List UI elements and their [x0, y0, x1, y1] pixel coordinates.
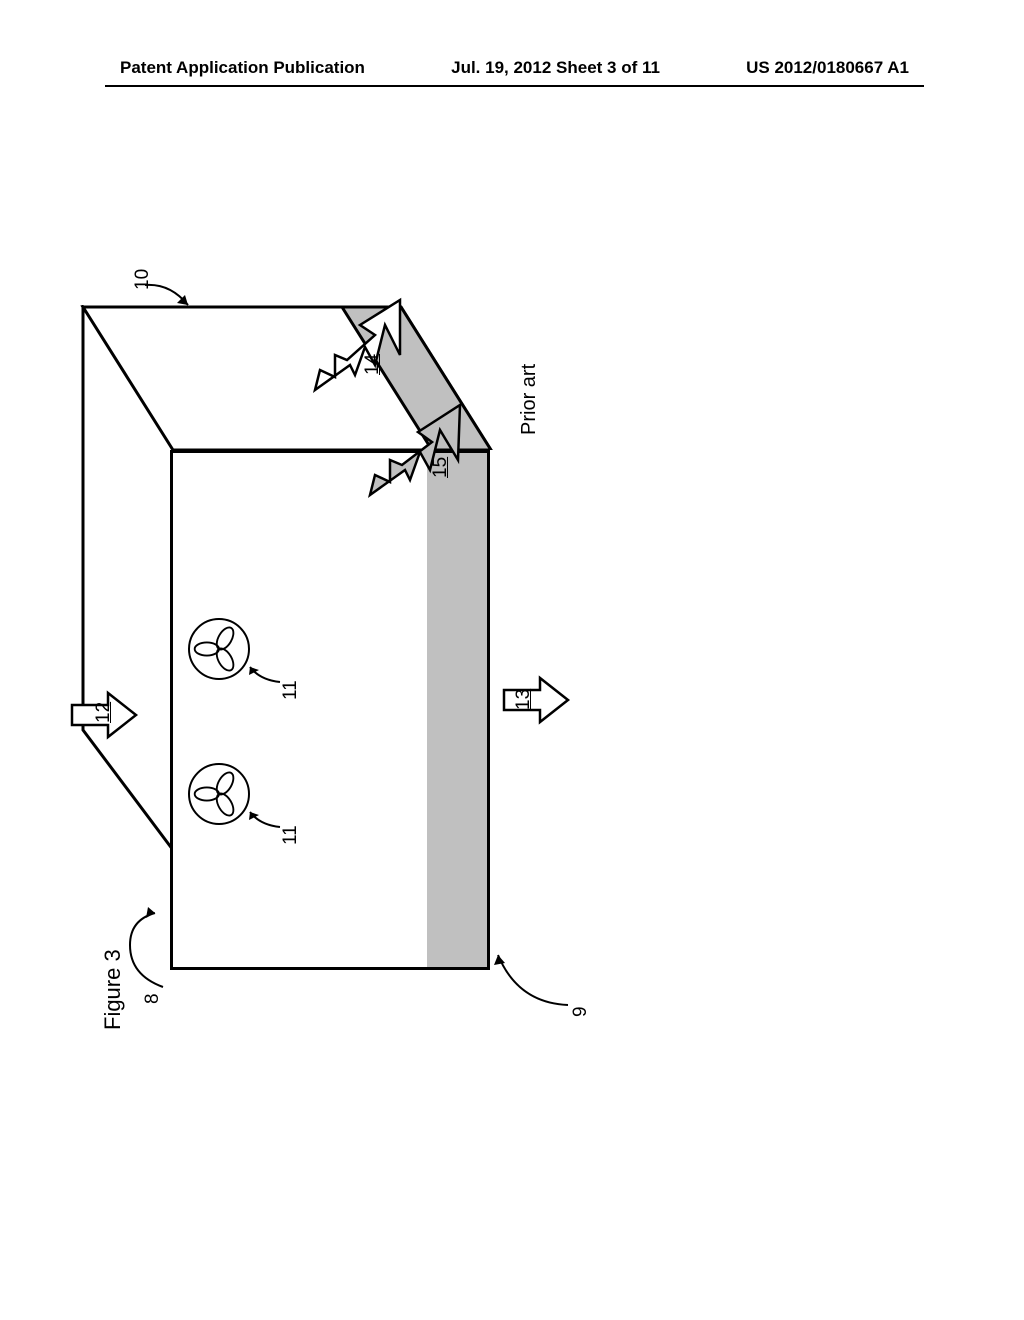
header-rule: [105, 85, 924, 87]
shaded-base-band: [427, 453, 487, 967]
fan-blades-icon: [190, 765, 248, 823]
jagged-arrow-shaded-icon: [360, 400, 480, 520]
prior-art-label: Prior art: [518, 364, 541, 435]
figure-container: Figure 3: [10, 290, 1010, 1110]
leader-arrow-8: [115, 905, 185, 995]
header-pub-number: US 2012/0180667 A1: [746, 58, 909, 78]
ref-label-12: 12: [93, 702, 115, 723]
leader-arrow-10: [140, 265, 200, 315]
fan-icon: [188, 618, 250, 680]
leader-arrow-9: [488, 915, 578, 1015]
figure-content: Figure 3: [10, 290, 1010, 1110]
fan-blades-icon: [190, 620, 248, 678]
ref-label-14: 14: [362, 354, 384, 375]
jagged-arrow-white-icon: [305, 295, 415, 415]
header-publication: Patent Application Publication: [120, 58, 365, 78]
ref-label-8: 8: [142, 993, 164, 1004]
header-date-sheet: Jul. 19, 2012 Sheet 3 of 11: [451, 58, 660, 78]
ref-label-13: 13: [513, 689, 535, 710]
leader-arrow-11a: [245, 802, 285, 832]
page-header: Patent Application Publication Jul. 19, …: [0, 58, 1024, 78]
box-front-face: [170, 450, 490, 970]
fan-icon: [188, 763, 250, 825]
leader-arrow-11b: [245, 657, 285, 687]
ref-label-15: 15: [430, 457, 452, 478]
